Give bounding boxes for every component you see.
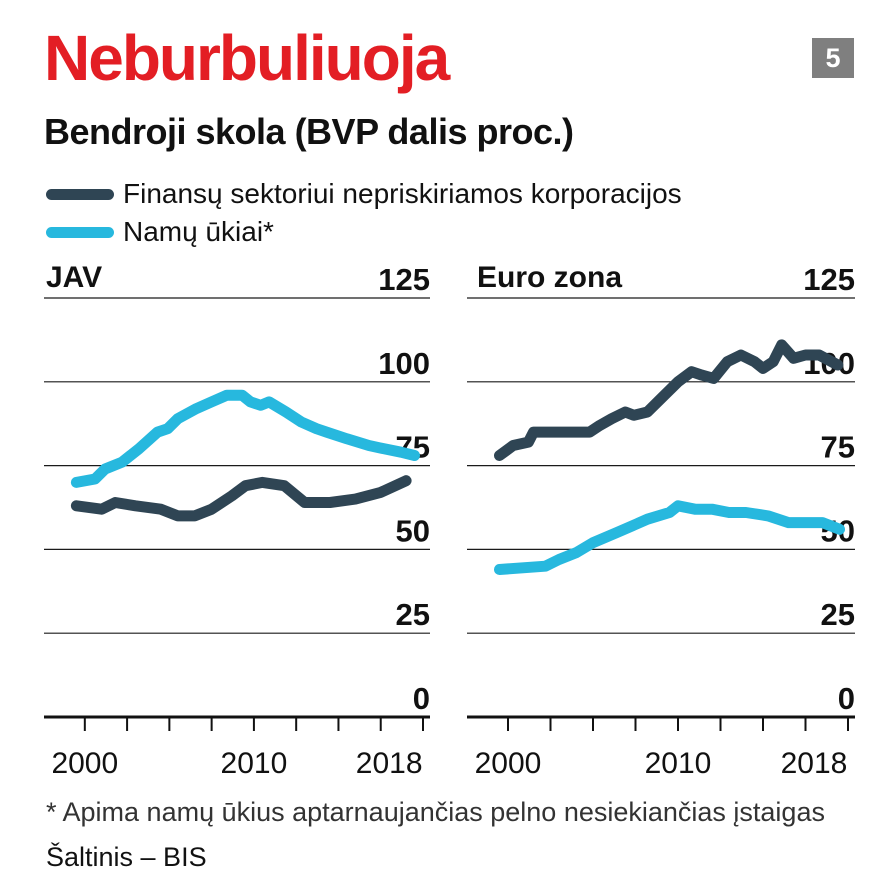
x-tick-label-1-1: 2010 [645,747,712,780]
x-tick-label-1-2: 2018 [781,747,848,780]
y-tick-label-0-5: 125 [378,262,430,297]
series-line-0-0 [70,475,412,522]
y-tick-label-1-5: 125 [803,262,855,297]
y-tick-label-0-4: 100 [378,346,430,381]
footnote: * Apima namų ūkius aptarnaujančias pelno… [46,797,825,827]
x-tick-label-0-0: 2000 [51,747,118,780]
legend-swatch-corporations [46,188,114,200]
series-line-1-1 [494,500,845,575]
x-tick-label-0-2: 2018 [356,747,423,780]
chart-subtitle: Bendroji skola (BVP dalis proc.) [44,111,574,152]
legend-item-households: Namų ūkiai* [46,214,274,250]
figure-number-badge: 5 [812,38,854,78]
legend-item-corporations: Finansų sektoriui nepriskiriamos korpora… [46,176,682,212]
legend-swatch-households [46,226,114,238]
y-tick-label-0-2: 50 [396,513,430,548]
series-line-0-1 [70,389,420,488]
x-tick-label-1-0: 2000 [475,747,542,780]
series-line-1-0 [494,339,844,461]
y-tick-label-0-1: 25 [396,597,430,632]
panel-title-0: JAV [46,261,102,294]
y-tick-label-1-0: 0 [838,681,855,716]
panel-title-1: Euro zona [477,261,622,294]
y-tick-label-1-1: 25 [821,597,855,632]
chart-title: Neburbuliuoja [44,22,450,94]
source-note: Šaltinis – BIS [46,842,207,872]
y-tick-label-0-0: 0 [413,681,430,716]
legend-label-households: Namų ūkiai* [123,216,274,247]
x-tick-label-0-1: 2010 [221,747,288,780]
y-tick-label-1-3: 75 [821,430,855,465]
legend-label-corporations: Finansų sektoriui nepriskiriamos korpora… [123,178,682,209]
